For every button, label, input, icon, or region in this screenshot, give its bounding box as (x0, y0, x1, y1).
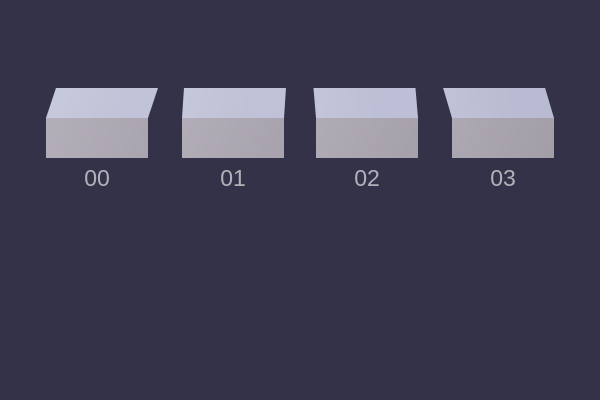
box-front-face (452, 118, 554, 158)
box-top-face (182, 88, 286, 118)
box-front-face (46, 118, 148, 158)
box-label: 03 (490, 165, 516, 191)
box-front-face (316, 118, 418, 158)
box-front-face (182, 118, 284, 158)
box-00[interactable]: 00 (46, 88, 158, 198)
box-01[interactable]: 01 (182, 88, 286, 198)
box-label: 01 (220, 165, 246, 191)
box-top-face (443, 88, 554, 118)
box-top-face (313, 88, 418, 118)
box-label: 02 (354, 165, 380, 191)
box-top-face (46, 88, 158, 118)
box-02[interactable]: 02 (313, 88, 418, 198)
box-label: 00 (84, 165, 110, 191)
box-03[interactable]: 03 (443, 88, 554, 198)
